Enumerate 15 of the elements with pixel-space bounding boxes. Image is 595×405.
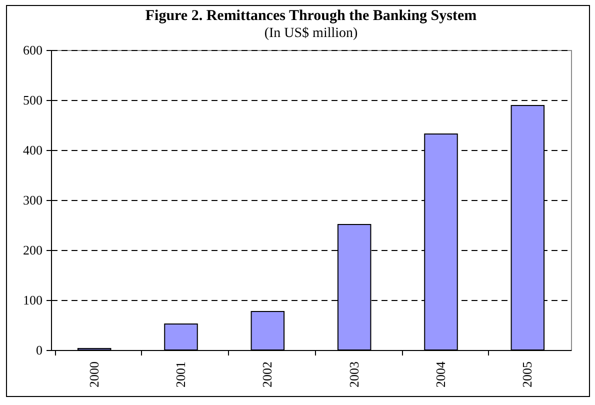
x-tick-label: 2005 (520, 362, 535, 388)
y-tick-label: 600 (23, 42, 42, 58)
x-tick-label: 2001 (173, 362, 188, 388)
chart-title: Figure 2. Remittances Through the Banking System (145, 8, 478, 24)
y-tick-label: 300 (23, 192, 42, 208)
chart-subtitle: (In US$ million) (264, 26, 358, 41)
y-tick-label: 100 (23, 292, 42, 308)
x-tick-label: 2002 (260, 362, 275, 388)
y-tick-label: 400 (23, 142, 42, 158)
y-tick-label: 0 (36, 342, 42, 358)
x-tick-label: 2000 (86, 362, 102, 388)
y-tick-label: 200 (23, 242, 42, 258)
y-tick-label: 500 (23, 92, 42, 108)
x-tick-label: 2004 (433, 361, 448, 388)
x-tick-label: 2003 (346, 362, 362, 388)
